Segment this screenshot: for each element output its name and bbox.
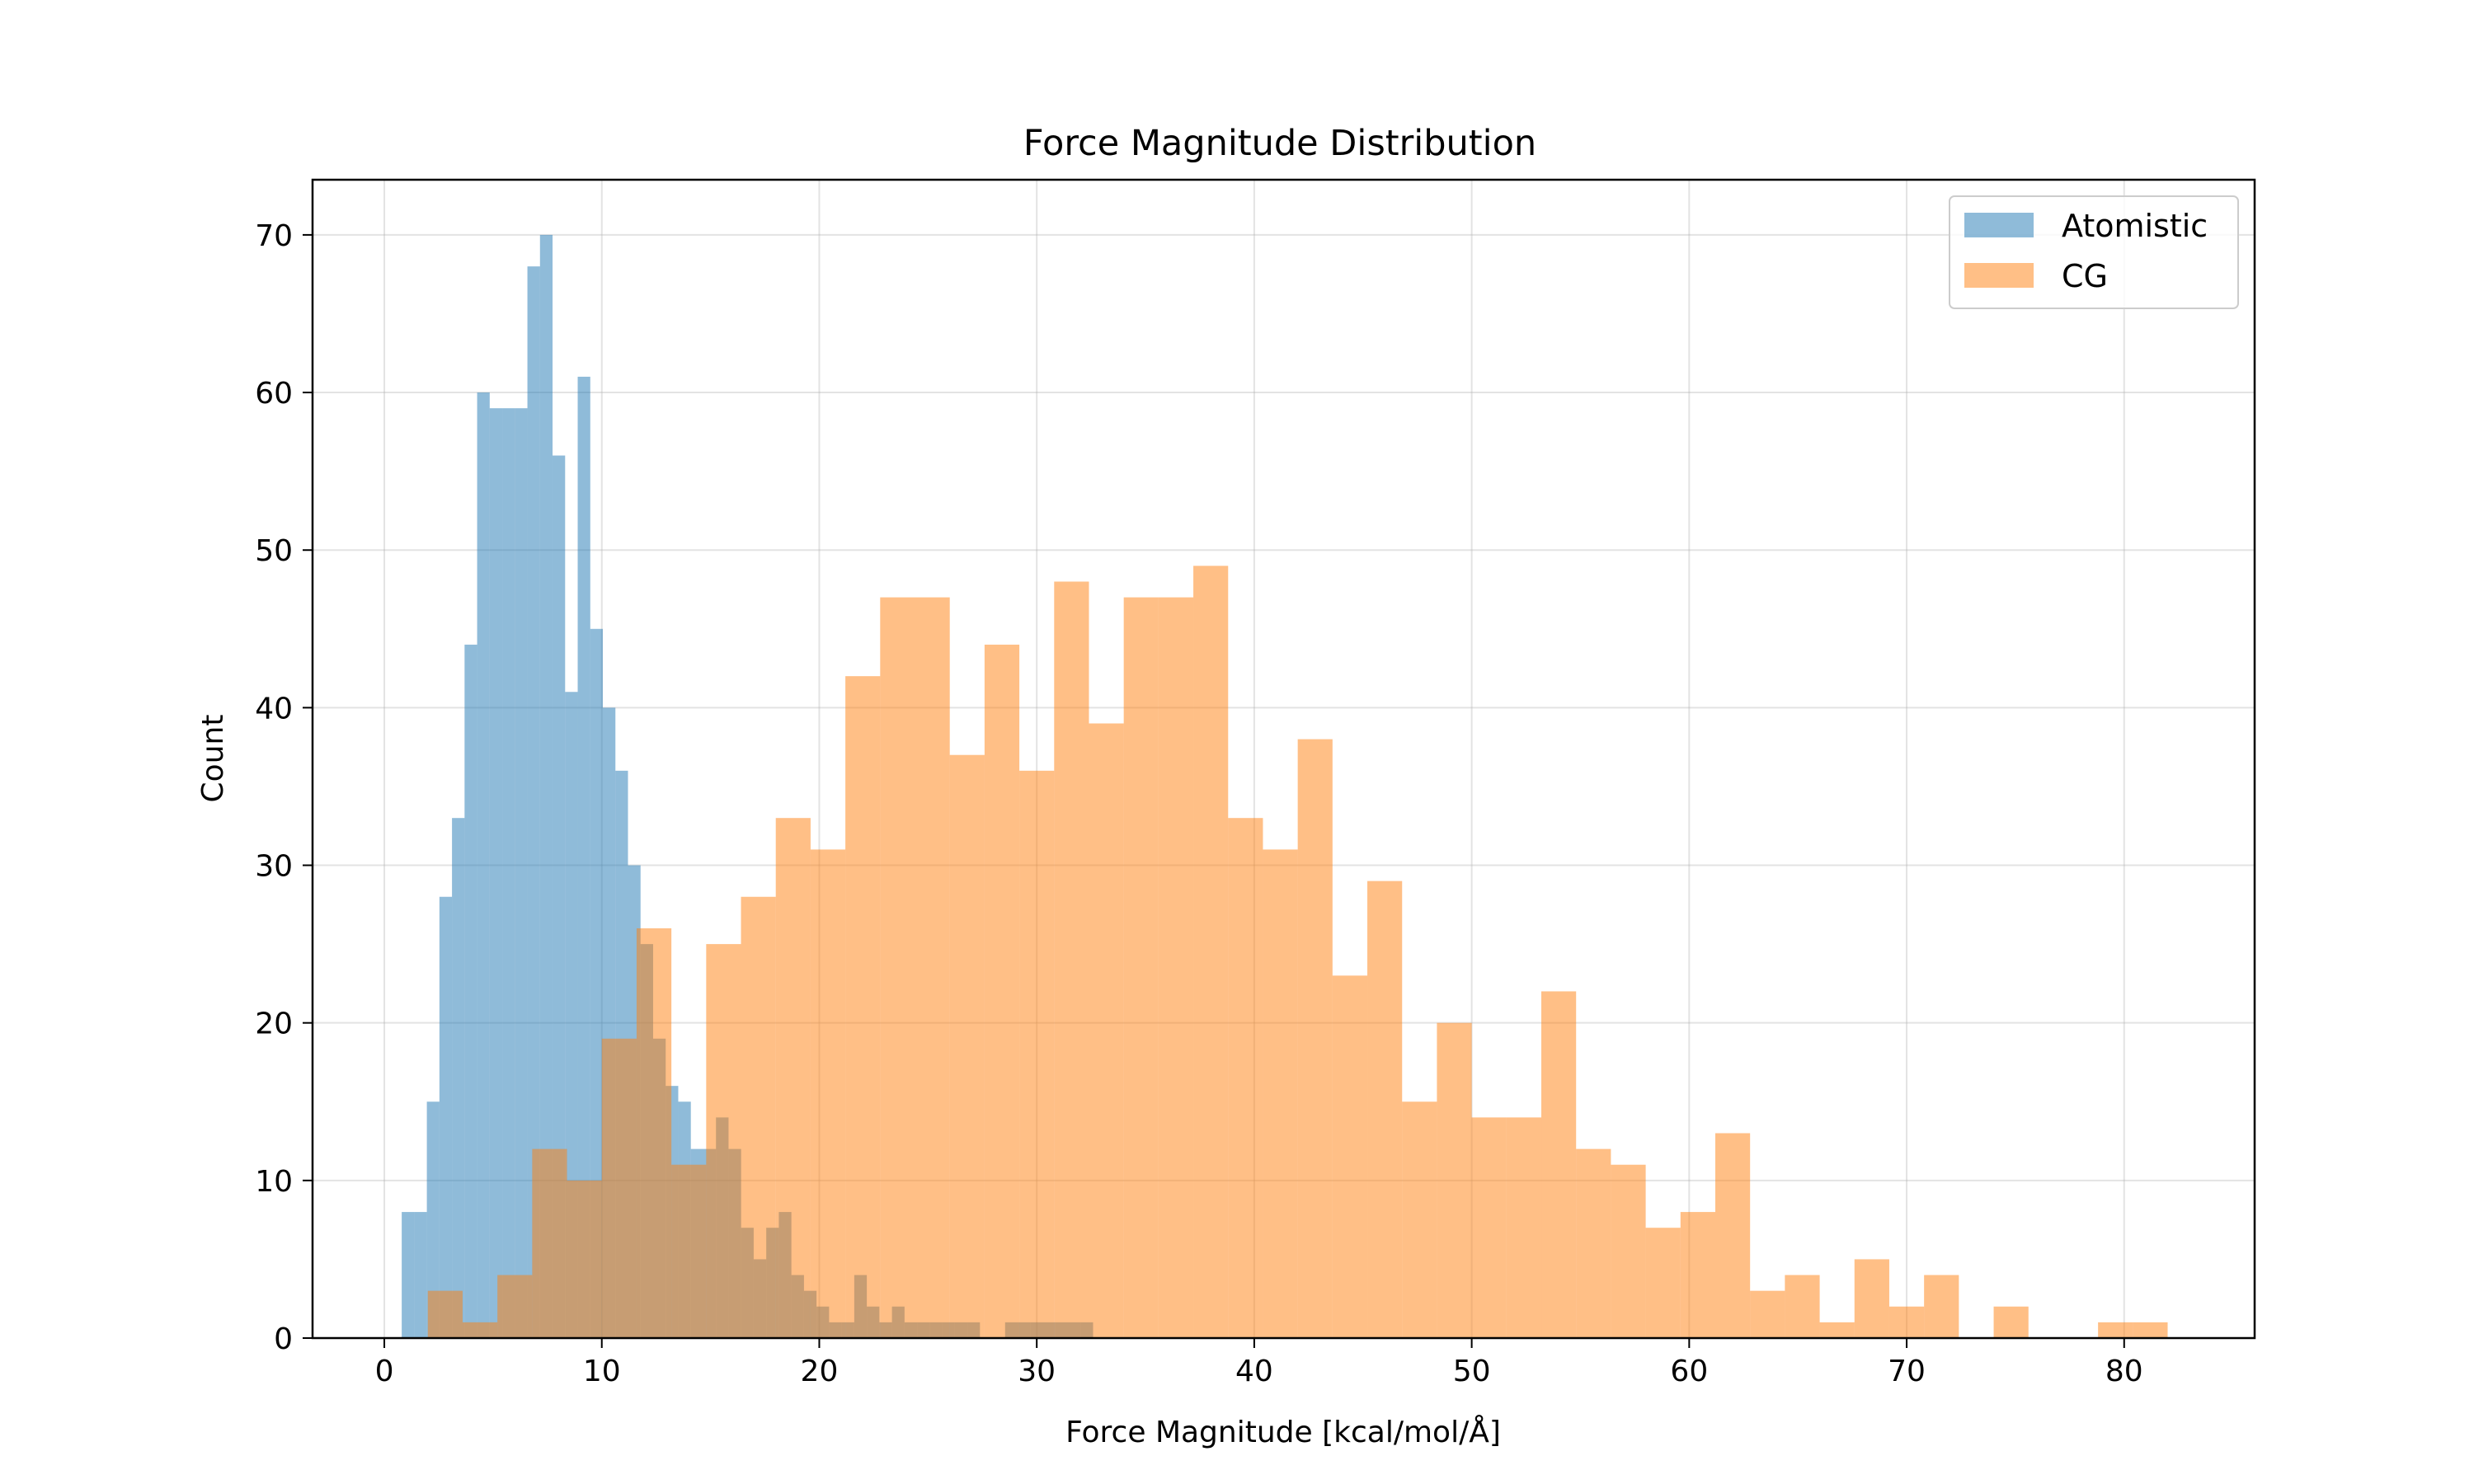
histogram-bar xyxy=(1193,566,1229,1338)
histogram-bar xyxy=(1611,1164,1646,1338)
histogram-bar xyxy=(462,1322,498,1338)
y-tick-label: 0 xyxy=(274,1322,293,1356)
series-cg xyxy=(427,566,2168,1338)
histogram-bar xyxy=(1228,818,1263,1338)
y-tick-label: 50 xyxy=(255,534,293,568)
histogram-bar xyxy=(2098,1322,2133,1338)
histogram-bar xyxy=(1924,1275,1959,1338)
y-tick-label: 20 xyxy=(255,1007,293,1041)
histogram-bar xyxy=(2133,1322,2168,1338)
histogram-bar xyxy=(527,266,540,1339)
histogram-bar xyxy=(532,1148,567,1338)
histogram-bar xyxy=(601,1038,637,1338)
histogram-bar xyxy=(1506,1117,1542,1338)
histogram-bar xyxy=(949,754,985,1338)
x-tick-label: 10 xyxy=(583,1355,621,1388)
histogram-bar xyxy=(1993,1306,2029,1338)
histogram-bar xyxy=(1437,1022,1472,1338)
x-tick-label: 80 xyxy=(2105,1355,2143,1388)
x-axis-ticks: 0 10 20 30 40 50 60 70 80 xyxy=(375,1338,2143,1388)
y-tick-label: 70 xyxy=(255,219,293,253)
histogram-bar xyxy=(427,1290,463,1338)
histogram-bar xyxy=(502,408,515,1338)
histogram-bar xyxy=(1680,1212,1715,1338)
histogram-bar xyxy=(1819,1322,1855,1338)
x-tick-label: 0 xyxy=(375,1355,394,1388)
x-tick-label: 60 xyxy=(1670,1355,1708,1388)
histogram-bars xyxy=(402,234,2168,1339)
legend-label-cg: CG xyxy=(2062,258,2108,294)
histogram-bar xyxy=(1576,1148,1611,1338)
histogram-bar xyxy=(565,692,578,1338)
x-tick-label: 40 xyxy=(1235,1355,1273,1388)
histogram-bar xyxy=(497,1275,533,1338)
histogram-bar xyxy=(741,896,776,1338)
y-tick-label: 10 xyxy=(255,1165,293,1199)
chart-title: Force Magnitude Distribution xyxy=(1023,123,1536,164)
histogram-bar xyxy=(553,455,566,1338)
histogram-bar xyxy=(477,392,490,1338)
histogram-bar xyxy=(1750,1290,1785,1338)
legend: Atomistic CG xyxy=(1949,195,2239,309)
histogram-bar xyxy=(1471,1117,1507,1338)
histogram-bar xyxy=(671,1164,707,1338)
x-axis-title: Force Magnitude [kcal/mol/Å] xyxy=(1065,1414,1501,1449)
histogram-bar xyxy=(590,628,604,1338)
x-tick-label: 50 xyxy=(1453,1355,1491,1388)
histogram-bar xyxy=(984,644,1020,1338)
histogram-bar xyxy=(845,676,881,1338)
histogram-bar xyxy=(1714,1133,1751,1338)
histogram-bar xyxy=(439,896,453,1338)
histogram-bar xyxy=(1785,1275,1820,1338)
legend-swatch-atomistic xyxy=(1964,213,2034,237)
y-tick-label: 40 xyxy=(255,692,293,726)
x-tick-label: 20 xyxy=(801,1355,839,1388)
histogram-bar xyxy=(1054,581,1089,1338)
y-tick-label: 30 xyxy=(255,850,293,884)
histogram-bar xyxy=(402,1212,415,1338)
x-tick-label: 30 xyxy=(1018,1355,1056,1388)
histogram-bar xyxy=(1089,723,1124,1338)
histogram-bar xyxy=(1332,975,1368,1338)
histogram-bar xyxy=(577,376,590,1339)
histogram-bar xyxy=(452,818,465,1338)
histogram-bar xyxy=(539,234,553,1338)
histogram-bar xyxy=(636,928,672,1338)
histogram-bar xyxy=(1367,881,1403,1338)
histogram-bar xyxy=(1019,770,1055,1338)
histogram-bar xyxy=(1263,849,1298,1338)
histogram-bar xyxy=(1888,1306,1925,1338)
histogram-bar xyxy=(414,1212,427,1338)
histogram-bar xyxy=(810,849,846,1338)
histogram-bar xyxy=(489,408,503,1338)
y-tick-label: 60 xyxy=(255,377,293,411)
histogram-bar xyxy=(1123,597,1159,1338)
y-axis-ticks: 0 10 20 30 40 50 60 70 xyxy=(255,219,313,1356)
histogram-bar xyxy=(1854,1259,1889,1338)
histogram-bar xyxy=(1158,597,1194,1338)
histogram-bar xyxy=(567,1180,602,1338)
histogram-bar xyxy=(1645,1228,1681,1338)
y-axis-title: Count xyxy=(196,715,230,803)
histogram-bar xyxy=(915,597,950,1338)
histogram-bar xyxy=(426,1101,440,1338)
histogram-bar xyxy=(464,644,477,1338)
histogram-bar xyxy=(706,944,741,1338)
x-tick-label: 70 xyxy=(1888,1355,1926,1388)
histogram-bar xyxy=(1297,739,1333,1338)
histogram-bar xyxy=(1402,1101,1437,1338)
histogram-bar xyxy=(880,597,915,1338)
plot-frame xyxy=(311,178,2256,1340)
legend-swatch-cg xyxy=(1964,263,2034,288)
histogram-bar xyxy=(1541,991,1577,1338)
legend-label-atomistic: Atomistic xyxy=(2062,208,2208,244)
histogram-bar xyxy=(515,408,528,1338)
histogram-bar xyxy=(775,818,811,1338)
